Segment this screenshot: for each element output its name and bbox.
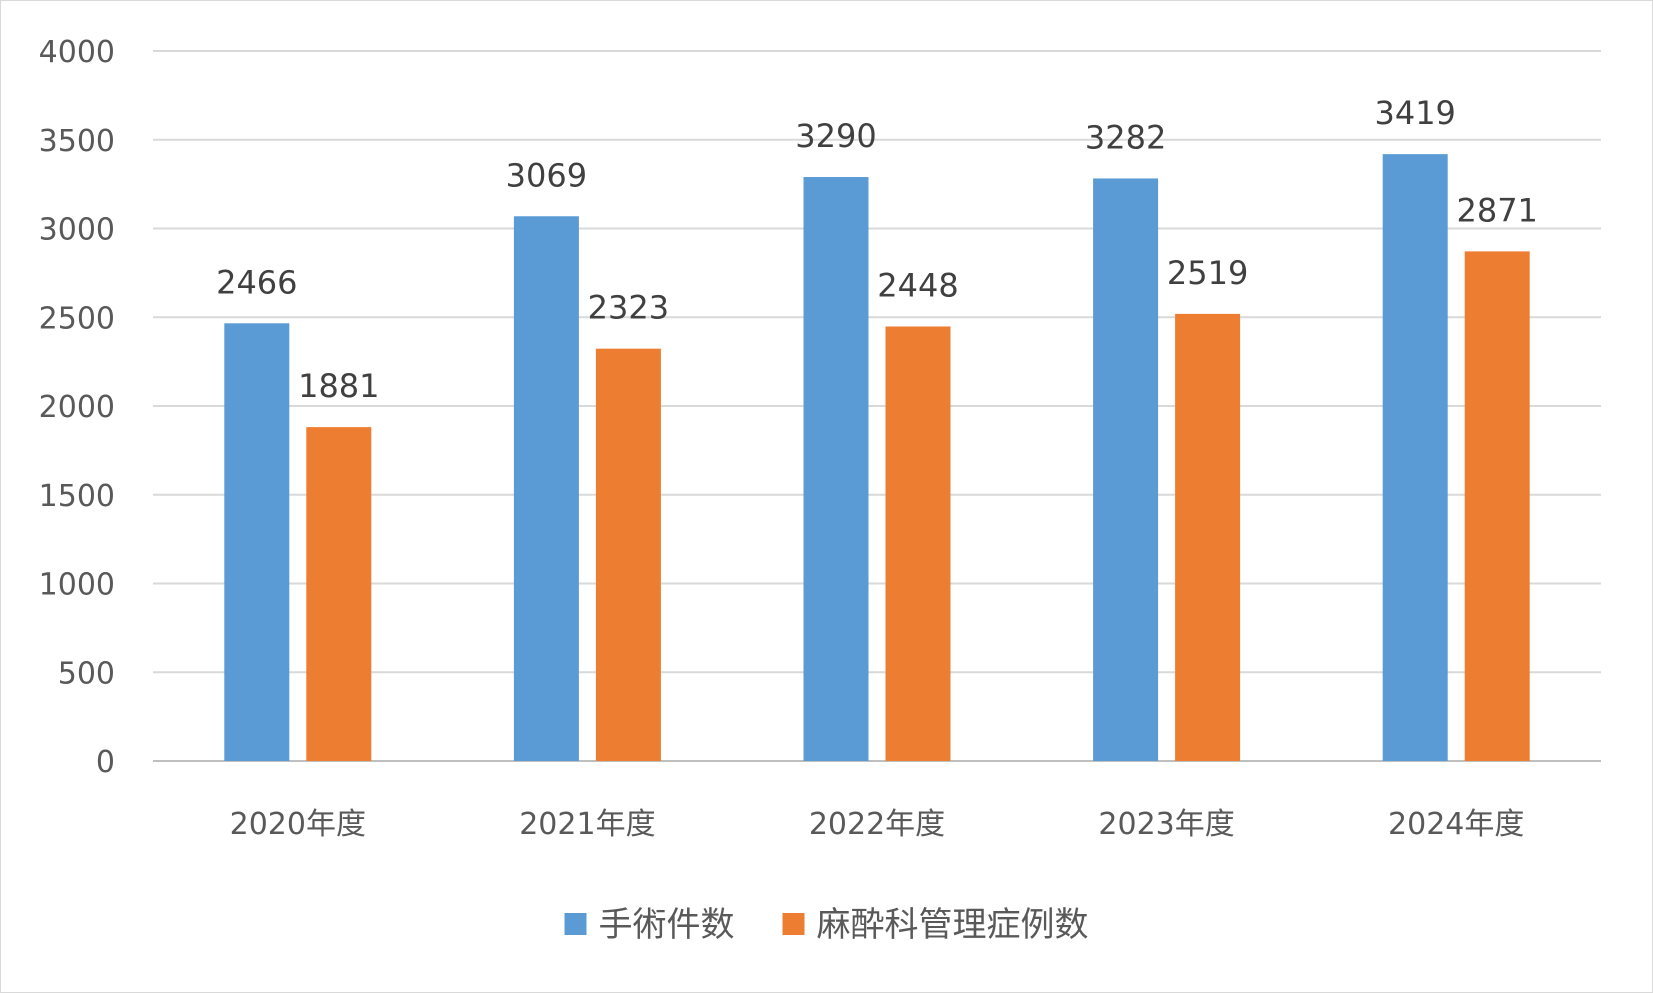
data-labels: 2466 1881 3069 2323 3290 2448 3282 2519 3419 2871 xyxy=(216,94,1538,405)
legend-label: 手術件数 xyxy=(599,905,735,945)
y-axis-ticks: 0 500 1000 1500 2000 2500 3000 3500 4000 xyxy=(39,35,115,780)
bar xyxy=(1382,154,1448,761)
bar xyxy=(224,323,290,761)
y-tick-label: 500 xyxy=(58,656,115,691)
bar xyxy=(803,177,869,761)
y-tick-label: 3500 xyxy=(39,124,115,159)
bar xyxy=(1093,178,1159,761)
x-tick-label: 2024年度 xyxy=(1388,807,1524,842)
x-axis-ticks: 2020年度 2021年度 2022年度 2023年度 2024年度 xyxy=(230,807,1525,842)
data-label: 2466 xyxy=(216,263,297,301)
bar xyxy=(885,326,951,761)
data-label: 2519 xyxy=(1167,254,1248,292)
data-label: 3290 xyxy=(795,117,876,155)
data-label: 2448 xyxy=(877,266,958,304)
bar xyxy=(1175,313,1241,761)
x-tick-label: 2023年度 xyxy=(1098,807,1234,842)
legend: 手術件数 麻酔科管理症例数 xyxy=(564,905,1089,945)
gridlines xyxy=(153,50,1601,762)
legend-item: 手術件数 xyxy=(564,905,735,945)
data-label: 1881 xyxy=(298,367,379,405)
y-tick-label: 0 xyxy=(96,745,115,780)
y-tick-label: 2000 xyxy=(39,390,115,425)
y-tick-label: 3000 xyxy=(39,213,115,248)
x-tick-label: 2020年度 xyxy=(230,807,366,842)
bar xyxy=(595,348,661,761)
data-label: 2323 xyxy=(588,289,669,327)
data-label: 2871 xyxy=(1456,191,1537,229)
y-tick-label: 1500 xyxy=(39,479,115,514)
x-tick-label: 2022年度 xyxy=(809,807,945,842)
legend-swatch xyxy=(782,913,805,935)
y-tick-label: 1000 xyxy=(39,568,115,603)
data-label: 3069 xyxy=(506,156,587,194)
bar xyxy=(1464,251,1530,761)
legend-swatch xyxy=(564,913,587,935)
y-tick-label: 2500 xyxy=(39,301,115,336)
y-tick-label: 4000 xyxy=(39,35,115,70)
bar xyxy=(513,216,579,761)
bar xyxy=(306,427,372,761)
legend-label: 麻酔科管理症例数 xyxy=(817,905,1089,945)
data-label: 3419 xyxy=(1374,94,1455,132)
bars xyxy=(224,154,1530,761)
x-tick-label: 2021年度 xyxy=(519,807,655,842)
data-label: 3282 xyxy=(1085,118,1166,156)
legend-item: 麻酔科管理症例数 xyxy=(782,905,1089,945)
